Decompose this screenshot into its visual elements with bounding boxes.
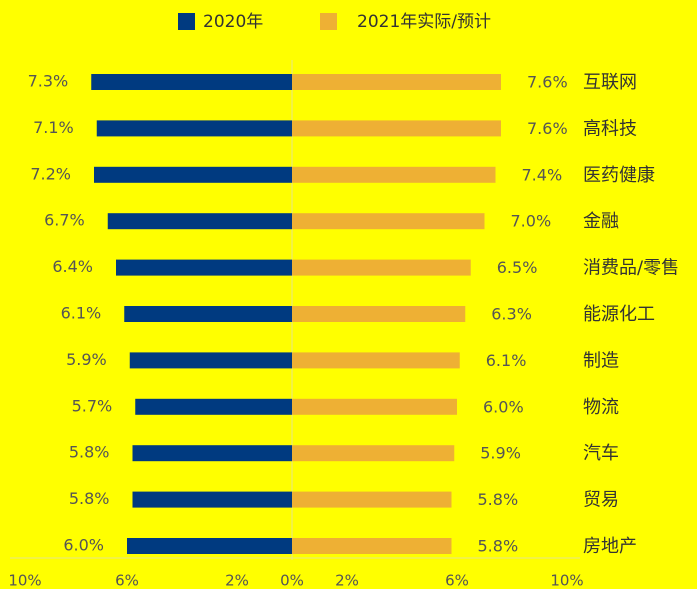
bar <box>91 74 292 90</box>
category-label: 金融 <box>583 211 619 232</box>
data-label: 7.0% <box>511 212 552 231</box>
bar <box>127 538 292 554</box>
x-tick-label: 2% <box>225 572 249 589</box>
bar <box>292 166 496 183</box>
category-label: 贸易 <box>583 490 619 511</box>
data-label: 5.8% <box>478 537 519 556</box>
bar <box>292 306 466 322</box>
data-label: 6.3% <box>491 305 532 324</box>
x-tick-label: 6% <box>445 572 469 589</box>
bar <box>292 213 485 230</box>
bar <box>292 491 452 508</box>
data-label: 6.0% <box>483 397 524 416</box>
data-label: 6.0% <box>63 536 104 555</box>
category-label: 物流 <box>583 397 619 418</box>
data-label: 7.4% <box>522 165 563 184</box>
bar <box>292 538 452 554</box>
x-tick-label: 2% <box>335 572 359 589</box>
data-label: 5.7% <box>72 396 113 415</box>
legend-swatch <box>178 13 195 30</box>
category-label: 互联网 <box>583 72 637 93</box>
bar <box>292 445 455 462</box>
x-tick-label: 10% <box>550 572 583 589</box>
data-label: 5.9% <box>66 350 107 369</box>
data-label: 7.6% <box>527 119 568 138</box>
data-label: 5.8% <box>69 489 110 508</box>
category-label: 房地产 <box>583 536 637 557</box>
x-tick-label: 10% <box>8 572 41 589</box>
x-tick-label: 6% <box>115 572 139 589</box>
category-label: 汽车 <box>583 443 619 464</box>
bar <box>116 259 292 276</box>
bar <box>129 352 292 369</box>
data-label: 6.1% <box>61 304 102 323</box>
bar <box>107 213 292 230</box>
data-label: 6.1% <box>486 351 527 370</box>
bar <box>94 166 292 183</box>
bar <box>292 120 501 137</box>
bar <box>292 398 457 415</box>
legend-label: 2021年实际/预计 <box>357 12 491 32</box>
data-label: 5.8% <box>478 490 519 509</box>
data-label: 7.3% <box>28 72 69 91</box>
data-label: 6.7% <box>44 211 85 230</box>
x-tick-label: 0% <box>280 572 304 589</box>
data-label: 7.6% <box>527 73 568 92</box>
data-label: 6.5% <box>497 258 538 277</box>
bar <box>124 306 292 322</box>
category-label: 能源化工 <box>583 304 655 325</box>
category-label: 消费品/零售 <box>583 258 679 279</box>
category-label: 医药健康 <box>583 165 655 186</box>
bar <box>292 259 471 276</box>
data-label: 5.9% <box>480 444 521 463</box>
data-label: 6.4% <box>52 257 93 276</box>
bar <box>132 445 292 462</box>
data-label: 7.1% <box>33 118 74 137</box>
legend-label: 2020年 <box>203 12 263 32</box>
legend-swatch <box>320 13 337 30</box>
data-label: 7.2% <box>30 164 71 183</box>
bar <box>96 120 292 137</box>
data-label: 5.8% <box>69 443 110 462</box>
bar <box>292 74 501 90</box>
bar <box>132 491 292 508</box>
bar <box>292 352 460 369</box>
category-label: 高科技 <box>583 118 637 139</box>
category-label: 制造 <box>583 350 619 371</box>
bar <box>135 398 292 415</box>
